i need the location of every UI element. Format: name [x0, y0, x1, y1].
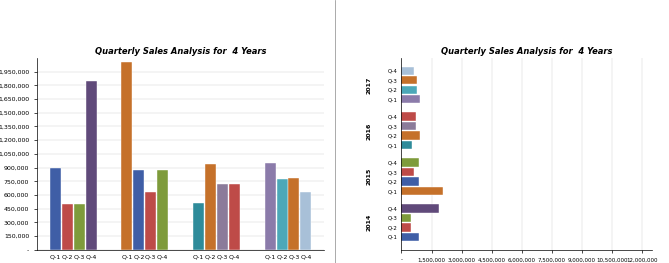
Bar [401, 204, 439, 213]
Bar [401, 67, 414, 75]
Bar [401, 85, 417, 94]
Bar [157, 170, 168, 250]
Bar [401, 158, 419, 167]
Bar [276, 179, 288, 250]
Bar [401, 214, 411, 222]
Bar [122, 62, 132, 250]
Title: Quarterly Sales Analysis for  4 Years: Quarterly Sales Analysis for 4 Years [95, 47, 266, 56]
Text: CLUSTERED BAR CHART: CLUSTERED BAR CHART [432, 20, 575, 33]
Bar [145, 192, 157, 250]
Text: 2016: 2016 [367, 122, 371, 140]
Bar [229, 184, 240, 250]
Bar [193, 203, 204, 250]
Bar [133, 170, 145, 250]
Bar [265, 163, 276, 250]
Bar [401, 95, 421, 103]
Bar [401, 187, 443, 195]
Bar [401, 76, 417, 84]
Bar [401, 177, 419, 186]
Bar [401, 233, 419, 241]
Text: 2014: 2014 [367, 214, 371, 231]
Bar [74, 204, 85, 250]
Bar [300, 192, 311, 250]
Title: Quarterly Sales Analysis for  4 Years: Quarterly Sales Analysis for 4 Years [441, 47, 613, 56]
Bar [62, 204, 73, 250]
Bar [205, 164, 216, 250]
Bar [288, 178, 300, 250]
Bar [401, 113, 416, 121]
Text: CLUSTERED COLUMN CHART: CLUSTERED COLUMN CHART [83, 20, 248, 33]
Text: 2017: 2017 [367, 76, 371, 94]
Bar [401, 223, 411, 232]
Bar [50, 168, 61, 250]
Bar [401, 141, 411, 149]
Bar [401, 168, 414, 176]
Text: 2015: 2015 [367, 168, 371, 185]
Bar [401, 122, 416, 130]
Bar [86, 81, 96, 250]
Bar [401, 132, 420, 140]
Bar [217, 184, 228, 250]
